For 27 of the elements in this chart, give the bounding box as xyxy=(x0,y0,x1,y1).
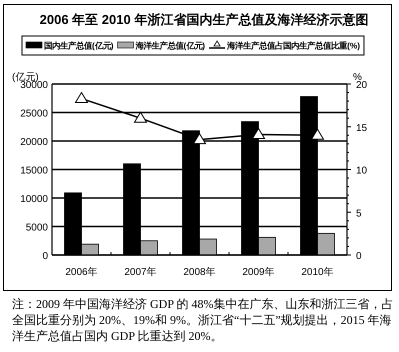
y2-tick-label: 15 xyxy=(356,122,368,134)
legend-label: 国内生产总值(亿元) xyxy=(44,40,114,50)
point xyxy=(134,112,147,123)
y2-tick-label: 5 xyxy=(356,208,362,220)
point xyxy=(193,133,206,144)
title: 2006 年至 2010 年浙江省国内生产总值及海洋经济示意图 xyxy=(40,12,368,27)
y-tick-label: 5000 xyxy=(26,222,48,234)
legend-label: 海洋生产总值占国内生产总值比重(%) xyxy=(226,40,360,50)
y-tick-label: 20000 xyxy=(20,137,48,148)
y-tick-label: 25000 xyxy=(20,108,48,120)
y2-tick-label: 10 xyxy=(356,166,368,176)
note: 注：2009 年中国海洋经济 GDP 的 48%集中在广东、山东和浙江三省，占全国比重分别为 20%、19%和 9%。浙江省“十二五”规划提出，2015 年海洋生产总值占国内 GDP 比重达到 20%。 xyxy=(12,296,395,344)
y-tick-label: 0 xyxy=(42,251,48,262)
x-tick-label: 2010年 xyxy=(301,266,334,278)
y2-tick-label: 20 xyxy=(356,80,368,91)
point xyxy=(311,128,324,140)
y-tick-label: 30000 xyxy=(20,80,48,91)
x-tick-label: 2009年 xyxy=(242,266,275,278)
x-tick-label: 2006年 xyxy=(65,266,98,278)
point xyxy=(252,128,265,139)
y-tick-label: 10000 xyxy=(20,194,48,205)
y2-tick-label: 0 xyxy=(356,251,362,262)
y-tick-label: 15000 xyxy=(20,166,48,176)
point xyxy=(75,92,88,104)
x-tick-label: 2008年 xyxy=(183,266,216,278)
x-tick-label: 2007年 xyxy=(124,266,157,278)
legend-label: 海洋生产总值(亿元) xyxy=(134,40,206,50)
